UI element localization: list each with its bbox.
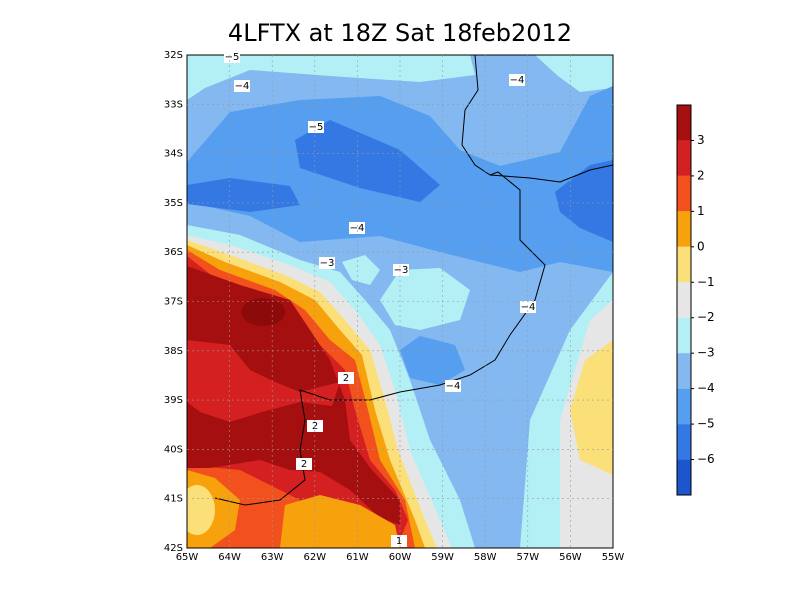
colorbar-band — [677, 282, 691, 318]
contour-label: −3 — [394, 265, 409, 276]
lon-label: 59W — [431, 552, 454, 563]
lon-label: 61W — [346, 552, 369, 563]
contour-label: −5 — [309, 122, 324, 133]
colorbar-band — [677, 211, 691, 247]
border-line — [489, 164, 613, 183]
region — [380, 268, 470, 330]
lat-label: 36S — [164, 247, 183, 258]
contour-label: −4 — [521, 302, 536, 313]
colorbar-band — [677, 105, 691, 141]
contour-label-bg — [296, 458, 312, 470]
lon-label: 56W — [559, 552, 582, 563]
region — [280, 495, 400, 548]
region — [555, 160, 613, 242]
colorbar-band — [677, 424, 691, 460]
lat-label: 33S — [164, 99, 183, 110]
region — [295, 120, 440, 202]
contour-label-bg — [393, 264, 409, 276]
region — [570, 340, 613, 475]
contour-label-bg — [391, 535, 407, 547]
colorbar-band — [677, 353, 691, 389]
lon-label: 57W — [516, 552, 539, 563]
contour-label: −4 — [446, 381, 461, 392]
lat-label: 32S — [164, 50, 183, 61]
contour-label: 2 — [343, 373, 349, 384]
lon-label: 64W — [218, 552, 241, 563]
contour-label: −4 — [510, 75, 525, 86]
lon-label: 60W — [389, 552, 412, 563]
lat-label: 38S — [164, 346, 183, 357]
colorbar-label: 1 — [697, 204, 705, 218]
title: 4LFTX at 18Z Sat 18feb2012 — [228, 19, 572, 47]
colorbar-label: −5 — [697, 417, 715, 431]
colorbar-band — [677, 175, 691, 212]
contour-label: −5 — [225, 52, 240, 63]
contour-label-bg — [338, 372, 354, 384]
contour-label-bg — [349, 222, 365, 234]
lat-label: 35S — [164, 198, 183, 209]
coastline — [214, 55, 546, 506]
field — [187, 55, 613, 548]
contour-label-bg — [445, 380, 461, 392]
contour-label: 2 — [301, 459, 307, 470]
colorbar-label: 0 — [697, 239, 705, 253]
colorbar-label: −2 — [697, 310, 715, 324]
colorbar-band — [677, 388, 691, 425]
lat-label: 37S — [164, 297, 183, 308]
colorbar-label: −3 — [697, 346, 715, 360]
region — [342, 255, 380, 285]
colorbar-band — [677, 246, 691, 283]
lon-label: 62W — [303, 552, 326, 563]
colorbar-label: −1 — [697, 275, 715, 289]
region — [535, 55, 613, 92]
lon-label: 55W — [602, 552, 625, 563]
region — [241, 298, 285, 326]
contour-label: −4 — [350, 223, 365, 234]
lon-label: 65W — [176, 552, 199, 563]
colorbar-frame — [676, 104, 692, 496]
lat-label: 39S — [164, 395, 183, 406]
lon-label: 58W — [474, 552, 497, 563]
contour-label: −4 — [235, 81, 250, 92]
region — [187, 178, 300, 212]
contour-label: −3 — [320, 258, 335, 269]
colorbar-band — [677, 459, 691, 495]
lat-label: 40S — [164, 444, 183, 455]
lon-label: 63W — [261, 552, 284, 563]
region — [187, 55, 475, 100]
contour-label-bg — [224, 51, 240, 63]
colorbar-band — [677, 140, 691, 176]
contour-label-bg — [308, 121, 324, 133]
colorbar-label: 2 — [697, 168, 705, 182]
region — [187, 485, 215, 535]
lat-label: 41S — [164, 494, 183, 505]
colorbar-label: 3 — [697, 133, 705, 147]
colorbar-band — [677, 317, 691, 354]
contour-label-bg — [319, 257, 335, 269]
colorbar-label: −4 — [697, 381, 715, 395]
colorbar-label: −6 — [697, 452, 715, 466]
lat-label: 34S — [164, 149, 183, 160]
contour-label-bg — [234, 80, 250, 92]
contour-label: 1 — [396, 536, 402, 547]
region — [400, 336, 465, 385]
lat-label: 42S — [164, 543, 183, 554]
contour-label-bg — [509, 74, 525, 86]
